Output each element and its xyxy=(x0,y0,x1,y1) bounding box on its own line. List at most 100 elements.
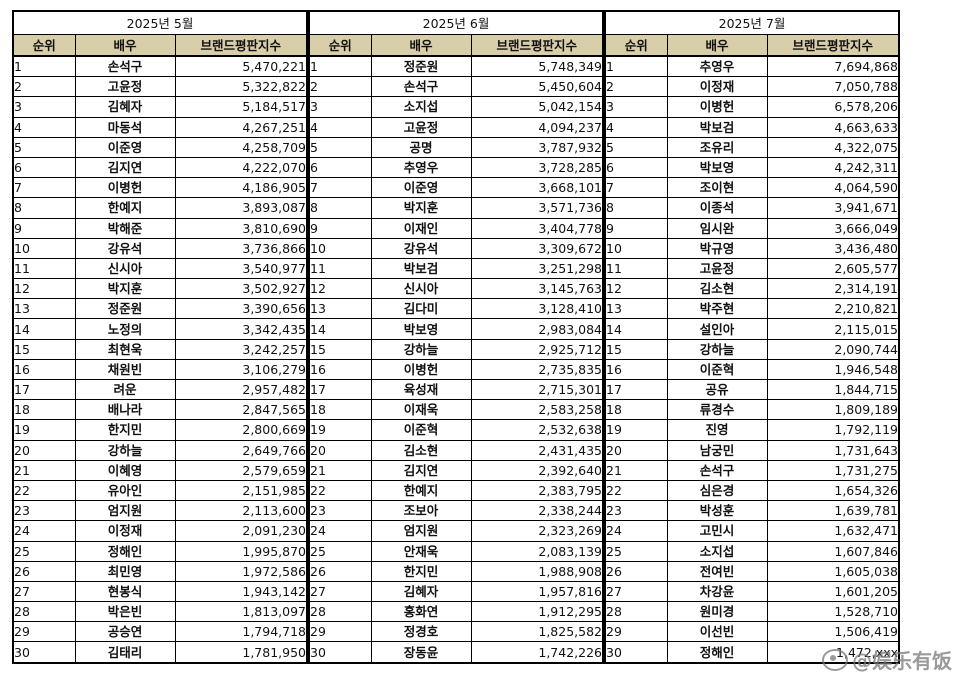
rank-cell: 26 xyxy=(12,560,76,582)
table-row: 22 심은경 1,654,326 xyxy=(604,479,900,502)
table-row: 22 유아인 2,151,985 xyxy=(12,479,308,502)
rank-cell: 17 xyxy=(604,378,668,401)
rank-header: 순위 xyxy=(308,34,372,57)
rank-cell: 17 xyxy=(308,378,372,401)
table-row: 23 조보아 2,338,244 xyxy=(308,500,604,522)
score-cell: 3,342,435 xyxy=(174,318,308,340)
actor-cell: 강유석 xyxy=(370,237,472,259)
rank-cell: 23 xyxy=(12,500,76,522)
rank-cell: 8 xyxy=(604,197,668,219)
rank-cell: 16 xyxy=(308,358,372,381)
month-title: 2025년 5월 xyxy=(12,10,308,35)
score-cell: 2,800,669 xyxy=(174,419,308,441)
table-row: 14 노정의 3,342,435 xyxy=(12,318,308,340)
table-row: 20 남궁민 1,731,643 xyxy=(604,439,900,461)
table-row: 9 임시완 3,666,049 xyxy=(604,217,900,239)
actor-cell: 심은경 xyxy=(666,479,768,502)
score-cell: 2,083,139 xyxy=(470,540,604,562)
score-cell: 1,632,471 xyxy=(766,520,900,542)
actor-cell: 박보영 xyxy=(370,318,472,340)
actor-cell: 공명 xyxy=(370,136,472,158)
score-cell: 5,184,517 xyxy=(174,96,308,118)
table-row: 13 박주현 2,210,821 xyxy=(604,298,900,320)
actor-cell: 박보영 xyxy=(666,156,768,179)
table-row: 7 이준영 3,668,101 xyxy=(308,177,604,199)
score-cell: 2,847,565 xyxy=(174,399,308,421)
rank-cell: 15 xyxy=(12,338,76,360)
watermark-text: @娱乐有饭 xyxy=(852,649,952,673)
rank-cell: 22 xyxy=(604,479,668,502)
rank-cell: 6 xyxy=(308,156,372,179)
score-cell: 1,506,419 xyxy=(766,621,900,643)
table-row: 14 설인아 2,115,015 xyxy=(604,318,900,340)
actor-cell: 이선빈 xyxy=(666,621,768,643)
score-cell: 3,571,736 xyxy=(470,197,604,219)
score-cell: 1,731,643 xyxy=(766,439,900,461)
table-row: 30 장동윤 1,742,226 xyxy=(308,641,604,664)
table-row: 24 고민시 1,632,471 xyxy=(604,520,900,542)
rank-cell: 10 xyxy=(604,237,668,259)
table-row: 5 이준영 4,258,709 xyxy=(12,136,308,158)
score-header: 브랜드평판지수 xyxy=(174,34,308,57)
score-cell: 2,151,985 xyxy=(174,479,308,502)
score-cell: 3,736,866 xyxy=(174,237,308,259)
actor-cell: 한지민 xyxy=(370,560,472,582)
actor-cell: 이준혁 xyxy=(370,419,472,441)
actor-cell: 이정재 xyxy=(74,520,176,542)
table-row: 6 박보영 4,242,311 xyxy=(604,156,900,179)
rank-cell: 7 xyxy=(308,177,372,199)
table-row: 24 이정재 2,091,230 xyxy=(12,520,308,542)
actor-cell: 김지연 xyxy=(74,156,176,179)
table-row: 13 정준원 3,390,656 xyxy=(12,298,308,320)
score-cell: 2,983,084 xyxy=(470,318,604,340)
rank-cell: 23 xyxy=(604,500,668,522)
actor-cell: 최민영 xyxy=(74,560,176,582)
score-cell: 2,210,821 xyxy=(766,298,900,320)
actor-cell: 육성재 xyxy=(370,378,472,401)
month-title: 2025년 7월 xyxy=(604,10,900,35)
actor-cell: 한예지 xyxy=(74,197,176,219)
rank-cell: 27 xyxy=(12,580,76,603)
table-row: 2 손석구 5,450,604 xyxy=(308,76,604,98)
actor-cell: 정준원 xyxy=(370,55,472,78)
score-cell: 1,605,038 xyxy=(766,560,900,582)
actor-cell: 한예지 xyxy=(370,479,472,502)
score-cell: 1,601,205 xyxy=(766,580,900,603)
table-row: 29 이선빈 1,506,419 xyxy=(604,621,900,643)
table-row: 10 박규영 3,436,480 xyxy=(604,237,900,259)
score-cell: 1,943,142 xyxy=(174,580,308,603)
table-row: 11 고윤정 2,605,577 xyxy=(604,257,900,280)
actor-cell: 추영우 xyxy=(370,156,472,179)
actor-cell: 손석구 xyxy=(370,76,472,98)
table-row: 12 김소현 2,314,191 xyxy=(604,278,900,300)
actor-cell: 차강윤 xyxy=(666,580,768,603)
table-row: 21 이혜영 2,579,659 xyxy=(12,459,308,481)
actor-cell: 이정재 xyxy=(666,76,768,98)
table-row: 8 이종석 3,941,671 xyxy=(604,197,900,219)
rank-cell: 2 xyxy=(12,76,76,98)
table-row: 19 이준혁 2,532,638 xyxy=(308,419,604,441)
actor-cell: 강하늘 xyxy=(74,439,176,461)
table-row: 12 신시아 3,145,763 xyxy=(308,278,604,300)
rank-cell: 30 xyxy=(308,641,372,664)
actor-cell: 박지훈 xyxy=(370,197,472,219)
rank-cell: 5 xyxy=(12,136,76,158)
actor-cell: 박성훈 xyxy=(666,500,768,522)
score-cell: 3,390,656 xyxy=(174,298,308,320)
actor-cell: 박은빈 xyxy=(74,601,176,623)
table-row: 5 조유리 4,322,075 xyxy=(604,136,900,158)
rank-header: 순위 xyxy=(604,34,668,57)
table-row: 10 강유석 3,736,866 xyxy=(12,237,308,259)
table-row: 9 이재인 3,404,778 xyxy=(308,217,604,239)
rank-cell: 20 xyxy=(12,439,76,461)
rank-cell: 4 xyxy=(604,116,668,138)
rank-cell: 11 xyxy=(308,257,372,280)
actor-cell: 장동윤 xyxy=(370,641,472,664)
rank-cell: 7 xyxy=(604,177,668,199)
rank-cell: 14 xyxy=(604,318,668,340)
actor-cell: 정경호 xyxy=(370,621,472,643)
score-cell: 1,731,275 xyxy=(766,459,900,481)
table-row: 28 박은빈 1,813,097 xyxy=(12,601,308,623)
table-row: 2 고윤정 5,322,822 xyxy=(12,76,308,98)
score-cell: 3,502,927 xyxy=(174,278,308,300)
